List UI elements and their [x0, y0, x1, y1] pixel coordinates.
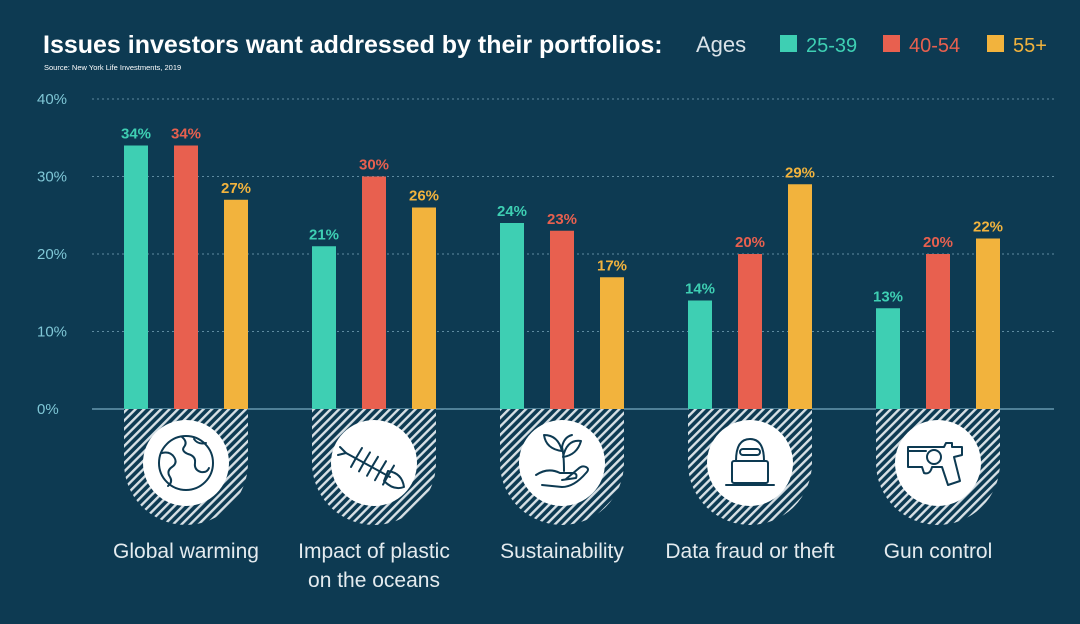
data-labels: 34% 21% 24% 14% 13% 34% 30% 23% 20% 20% 27% 26% 17% 2…: [121, 126, 1003, 306]
bar-40-54-1: [362, 176, 386, 409]
bar-25-39-0: [124, 145, 148, 409]
data-label: 34%: [121, 126, 151, 143]
category-label: on the oceans: [308, 569, 440, 592]
bar-55+-4: [976, 238, 1000, 409]
bar-55+-0: [224, 199, 248, 409]
y-tick-label: 0%: [37, 401, 59, 418]
category-labels: Global warming Impact of plastic on the oc…: [113, 540, 992, 592]
category-label: Impact of plastic: [298, 540, 450, 563]
data-label: 24%: [497, 203, 527, 220]
category-label: Global warming: [113, 540, 259, 563]
icon-circle: [519, 420, 605, 506]
bar-40-54-4: [926, 254, 950, 409]
icon-circle: [143, 420, 229, 506]
bar-55+-2: [600, 277, 624, 409]
y-tick-label: 30%: [37, 169, 67, 186]
bar-40-54-2: [550, 230, 574, 409]
data-label: 14%: [685, 281, 715, 298]
data-label: 20%: [923, 234, 953, 251]
y-tick-label: 20%: [37, 246, 67, 263]
legend-swatch-55+: [987, 35, 1004, 52]
icon-circle: [707, 420, 793, 506]
category-badge: [688, 409, 812, 525]
category-badge: [876, 409, 1000, 525]
data-label: 23%: [547, 211, 577, 228]
bar-25-39-2: [500, 223, 524, 409]
data-label: 20%: [735, 234, 765, 251]
bar-25-39-3: [688, 300, 712, 409]
data-label: 27%: [221, 180, 251, 197]
bars: [124, 145, 1000, 409]
plant-in-hand-icon: [535, 434, 589, 488]
revolver-icon: [907, 442, 963, 486]
y-tick-label: 40%: [37, 91, 67, 108]
category-label: Gun control: [884, 540, 993, 563]
data-label: 26%: [409, 188, 439, 205]
data-label: 30%: [359, 157, 389, 174]
bar-55+-1: [412, 207, 436, 409]
legend-label-25-39: 25-39: [806, 35, 857, 57]
legend-label-40-54: 40-54: [909, 35, 960, 57]
bar-40-54-0: [174, 145, 198, 409]
data-label: 22%: [973, 219, 1003, 236]
data-label: 13%: [873, 288, 903, 305]
bar-25-39-4: [876, 308, 900, 409]
category-badge: [500, 409, 624, 525]
category-label: Data fraud or theft: [665, 540, 834, 563]
category-label: Sustainability: [500, 540, 624, 563]
legend: Ages 25-39 40-54 55+: [696, 32, 1047, 57]
category-icons: [124, 409, 1000, 525]
data-label: 21%: [309, 226, 339, 243]
data-label: 34%: [171, 126, 201, 143]
bar-40-54-3: [738, 254, 762, 409]
y-tick-label: 10%: [37, 324, 67, 341]
chart-source: Source: New York Life Investments, 2019: [44, 63, 181, 72]
bar-25-39-1: [312, 246, 336, 409]
legend-swatch-40-54: [883, 35, 900, 52]
category-badge: [124, 409, 248, 525]
chart-title: Issues investors want addressed by their…: [43, 31, 663, 59]
category-badge: [312, 409, 436, 525]
fish-skeleton-icon: [337, 446, 405, 490]
bar-55+-3: [788, 184, 812, 409]
legend-swatch-25-39: [780, 35, 797, 52]
globe-icon: [158, 435, 214, 491]
data-label: 17%: [597, 257, 627, 274]
hacker-laptop-icon: [725, 438, 775, 486]
legend-title: Ages: [696, 32, 746, 57]
data-label: 29%: [785, 164, 815, 181]
legend-label-55+: 55+: [1013, 35, 1047, 57]
